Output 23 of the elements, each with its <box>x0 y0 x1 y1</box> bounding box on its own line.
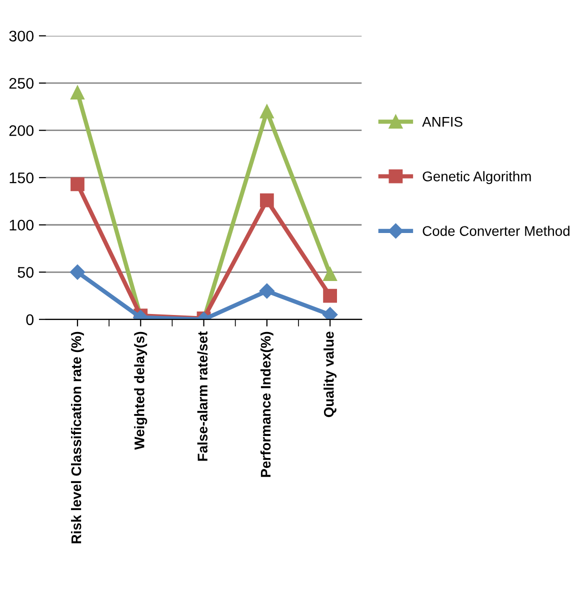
point <box>260 104 274 118</box>
legend-label: Code Converter Method <box>422 226 570 236</box>
point <box>70 86 84 100</box>
y-tick-label: 50 <box>18 267 34 278</box>
y-tick-label: 250 <box>9 78 34 89</box>
point <box>259 283 274 299</box>
legend-label: ANFIS <box>422 116 462 127</box>
point <box>70 177 84 192</box>
x-tick-label: Quality value <box>324 332 337 418</box>
y-tick-label: 200 <box>9 125 34 136</box>
y-tick-label: 0 <box>26 314 34 326</box>
point <box>323 267 337 281</box>
x-tick-label: False-alarm rate/set <box>197 331 208 461</box>
y-tick-label: 100 <box>10 220 34 231</box>
legend-label: Genetic Algorithm <box>422 171 531 184</box>
point <box>323 288 337 303</box>
point <box>70 264 86 280</box>
x-tick-label: Performance Index(%) <box>260 332 274 477</box>
x-tick-label: Weighted delay(s) <box>134 332 148 450</box>
y-tick-label: 150 <box>10 172 34 184</box>
y-tick-label: 300 <box>9 30 34 42</box>
x-tick-label: Risk level Classification rate (%) <box>71 332 84 544</box>
point <box>260 193 274 208</box>
